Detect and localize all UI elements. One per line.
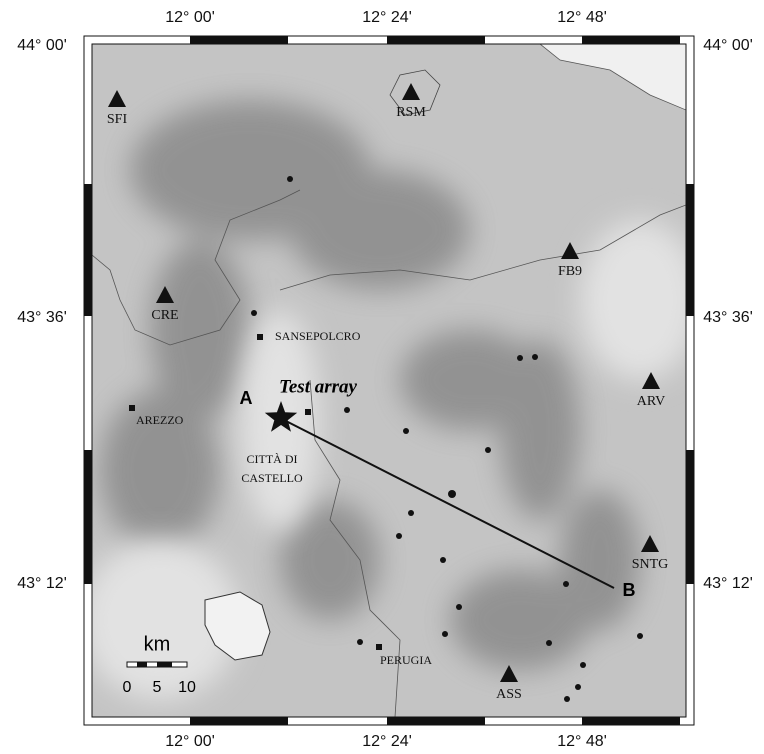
town-marker [376,644,382,650]
lat-label: 44° 00' [703,37,753,54]
lon-label: 12° 00' [165,9,215,26]
scale-unit: km [144,633,171,655]
scale-tick-label: 5 [153,679,162,696]
station-label: CRE [151,308,178,323]
lat-label: 44° 00' [17,37,67,54]
town-marker [257,334,263,340]
town-label: PERUGIA [380,653,432,667]
lon-label: 12° 24' [362,9,412,26]
town-label: CASTELLO [241,471,303,485]
scale-tick-label: 10 [178,679,196,696]
map: 12° 00' 12° 00' 12° 24' 12° 24' 12° 48' 12° 4… [0,0,764,754]
station-label: FB9 [558,264,582,279]
lat-label: 43° 36' [17,309,67,326]
station-label: SFI [107,112,128,127]
town-label: AREZZO [136,413,184,427]
lat-label: 43° 12' [703,575,753,592]
profile-start: A [240,388,253,408]
lat-label: 43° 36' [703,309,753,326]
lon-label: 12° 48' [557,733,607,750]
test-array-label: Test array [279,376,358,397]
station-label: RSM [396,105,426,120]
town-label: CITTÀ DI [247,452,298,466]
town-label: SANSEPOLCRO [275,329,361,343]
scale-bar [127,662,187,667]
terrain [80,44,700,717]
station-label: ARV [637,394,665,409]
lon-label: 12° 48' [557,9,607,26]
lat-label: 43° 12' [17,575,67,592]
town-marker [129,405,135,411]
profile-end: B [623,580,636,600]
lon-label: 12° 00' [165,733,215,750]
lon-label: 12° 24' [362,733,412,750]
station-label: SNTG [632,557,669,572]
town-marker [305,409,311,415]
station-label: ASS [496,687,522,702]
scale-tick-label: 0 [123,679,132,696]
